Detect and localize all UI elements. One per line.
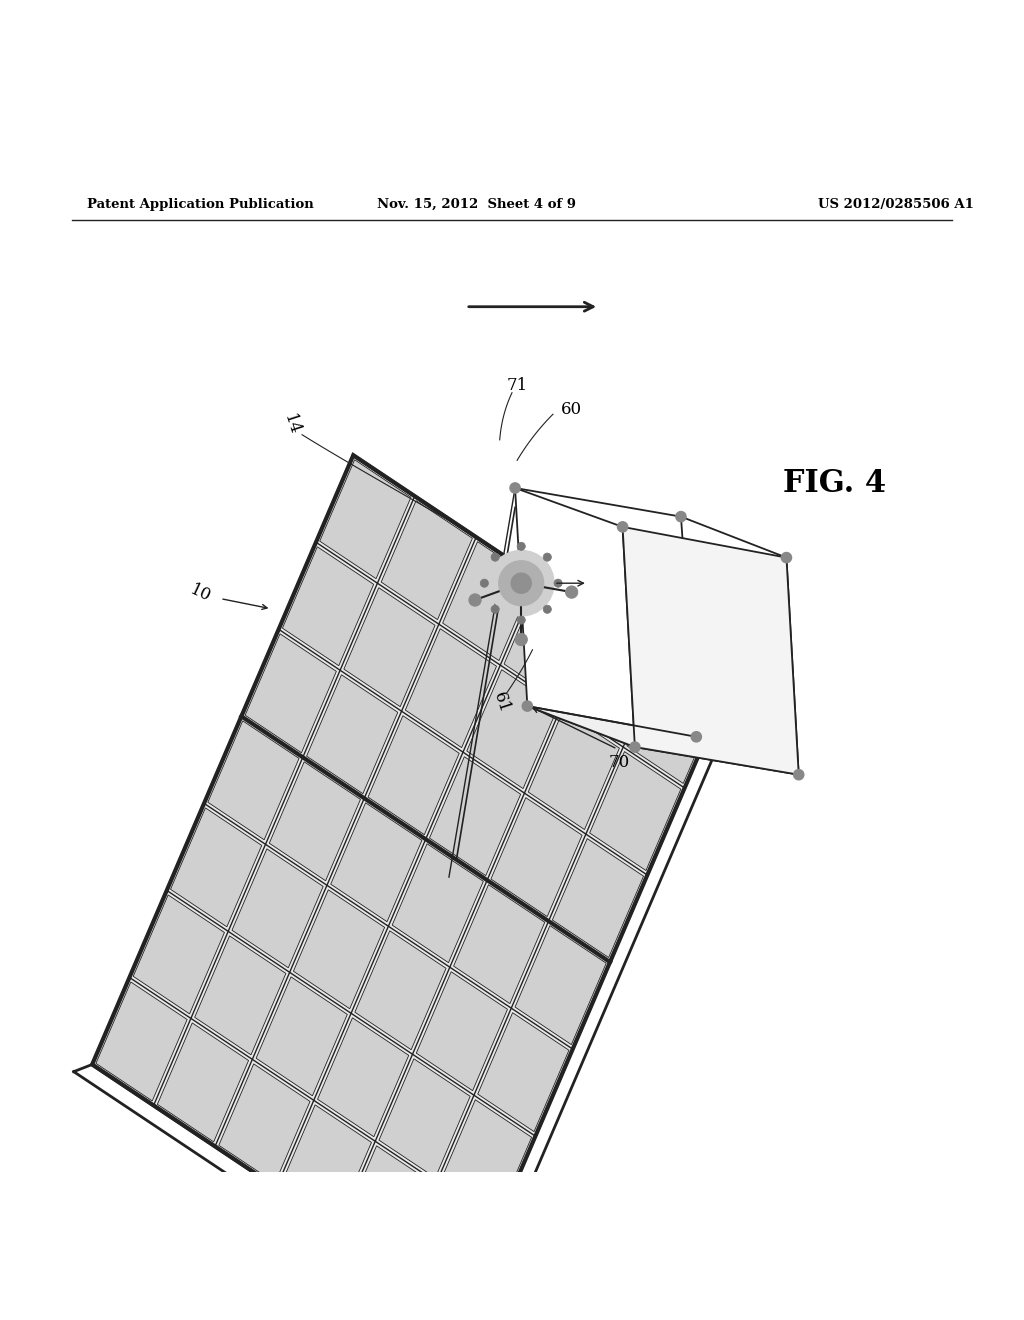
Polygon shape	[442, 541, 534, 660]
Polygon shape	[344, 587, 435, 706]
Circle shape	[515, 634, 527, 645]
Polygon shape	[478, 1012, 569, 1131]
Polygon shape	[565, 623, 656, 743]
Text: 60: 60	[561, 401, 582, 417]
Polygon shape	[158, 1023, 249, 1142]
Polygon shape	[195, 936, 286, 1055]
Polygon shape	[133, 895, 224, 1014]
Polygon shape	[528, 710, 620, 829]
Circle shape	[676, 512, 686, 521]
Circle shape	[630, 742, 640, 752]
Polygon shape	[440, 1100, 531, 1218]
Polygon shape	[454, 884, 545, 1003]
Polygon shape	[355, 931, 446, 1049]
Polygon shape	[429, 756, 520, 875]
Polygon shape	[331, 803, 422, 921]
Polygon shape	[490, 797, 582, 916]
Polygon shape	[219, 1064, 310, 1183]
Polygon shape	[381, 500, 472, 619]
Polygon shape	[623, 527, 799, 775]
Polygon shape	[317, 1018, 409, 1137]
Polygon shape	[515, 925, 606, 1044]
Circle shape	[469, 594, 481, 606]
Polygon shape	[627, 664, 718, 784]
Polygon shape	[406, 628, 497, 747]
Polygon shape	[281, 1105, 372, 1224]
Polygon shape	[368, 715, 459, 834]
Circle shape	[492, 605, 500, 614]
Polygon shape	[96, 982, 187, 1101]
Polygon shape	[319, 459, 411, 578]
Polygon shape	[403, 1187, 495, 1305]
Text: FIG. 4: FIG. 4	[783, 469, 886, 499]
Circle shape	[510, 483, 520, 494]
Polygon shape	[379, 1059, 470, 1177]
Polygon shape	[590, 751, 681, 870]
Circle shape	[480, 579, 488, 587]
Circle shape	[511, 573, 531, 594]
Polygon shape	[256, 977, 347, 1096]
Text: 61: 61	[490, 690, 513, 715]
Circle shape	[488, 550, 554, 616]
Text: Patent Application Publication: Patent Application Publication	[87, 198, 313, 211]
Circle shape	[499, 561, 544, 606]
Circle shape	[517, 616, 525, 624]
Polygon shape	[171, 808, 262, 927]
Polygon shape	[208, 721, 299, 840]
Polygon shape	[504, 582, 595, 701]
Circle shape	[781, 553, 792, 562]
Polygon shape	[92, 455, 722, 1311]
Polygon shape	[283, 546, 374, 665]
Circle shape	[565, 586, 578, 598]
Circle shape	[794, 770, 804, 780]
Polygon shape	[232, 849, 324, 968]
Circle shape	[617, 521, 628, 532]
Text: 70: 70	[609, 754, 630, 771]
Circle shape	[554, 579, 562, 587]
Text: 71: 71	[507, 378, 527, 395]
Polygon shape	[417, 972, 508, 1090]
Circle shape	[543, 605, 551, 614]
Polygon shape	[269, 762, 360, 880]
Circle shape	[522, 701, 532, 711]
Circle shape	[517, 543, 525, 550]
Circle shape	[691, 731, 701, 742]
Text: 10: 10	[187, 581, 214, 606]
Polygon shape	[245, 634, 336, 752]
Text: US 2012/0285506 A1: US 2012/0285506 A1	[818, 198, 974, 211]
Polygon shape	[392, 843, 483, 962]
Circle shape	[543, 553, 551, 561]
Polygon shape	[515, 488, 635, 747]
Polygon shape	[681, 516, 799, 775]
Polygon shape	[467, 669, 558, 788]
Circle shape	[492, 553, 500, 561]
Polygon shape	[527, 706, 799, 775]
Polygon shape	[552, 838, 643, 957]
Text: 14: 14	[281, 412, 303, 437]
Text: Nov. 15, 2012  Sheet 4 of 9: Nov. 15, 2012 Sheet 4 of 9	[377, 198, 575, 211]
Polygon shape	[306, 675, 397, 793]
Polygon shape	[342, 1146, 433, 1265]
Polygon shape	[294, 890, 385, 1008]
